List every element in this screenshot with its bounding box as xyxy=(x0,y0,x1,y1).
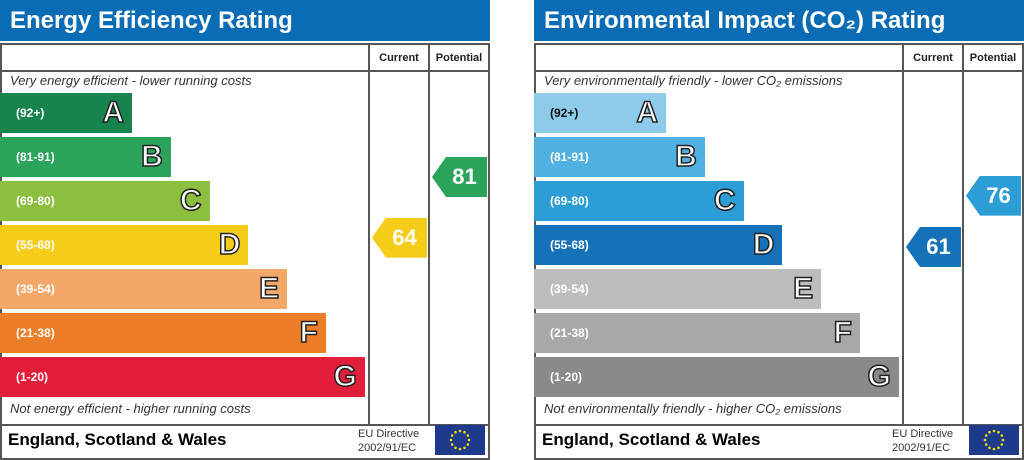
band-letter: C xyxy=(713,183,736,218)
eu-flag-icon xyxy=(435,425,485,455)
chart-title: Energy Efficiency Rating xyxy=(0,0,490,41)
directive-line: EU Directive xyxy=(892,428,954,440)
band-c: (69-80) C xyxy=(0,181,210,221)
top-note: Very environmentally friendly - lower CO… xyxy=(544,73,843,88)
region-label: England, Scotland & Wales xyxy=(8,430,227,449)
band-letter: A xyxy=(636,95,659,130)
band-b: (81-91) B xyxy=(0,137,171,177)
chart-title: Environmental Impact (CO₂) Rating xyxy=(534,0,1024,41)
band-range: (92+) xyxy=(550,106,579,120)
region-label: England, Scotland & Wales xyxy=(542,430,761,449)
divider xyxy=(902,45,904,424)
band-d: (55-68) D xyxy=(534,225,783,265)
eu-directive: EU Directive 2002/91/EC xyxy=(892,425,953,455)
band-letter: B xyxy=(140,139,163,174)
band-letter: F xyxy=(833,315,853,350)
rating-table: Current Potential xyxy=(534,43,1024,460)
top-note: Very energy efficient - lower running co… xyxy=(10,73,252,88)
column-header-potential: Potential xyxy=(435,52,483,64)
band-range: (55-68) xyxy=(16,238,55,252)
band-letter: D xyxy=(218,227,241,262)
band-a: (92+) A xyxy=(0,93,132,133)
band-range: (1-20) xyxy=(550,370,583,384)
divider xyxy=(2,424,488,426)
band-range: (21-38) xyxy=(550,326,589,340)
band-b: (81-91) B xyxy=(534,137,705,177)
band-a: (92+) A xyxy=(534,93,666,133)
eu-directive: EU Directive 2002/91/EC xyxy=(358,425,419,455)
band-g: (1-20) G xyxy=(0,357,365,397)
band-range: (39-54) xyxy=(16,282,55,296)
divider xyxy=(368,45,370,424)
divider xyxy=(428,45,430,424)
band-letter: F xyxy=(299,315,319,350)
band-e: (39-54) E xyxy=(534,269,822,309)
band-range: (81-91) xyxy=(16,150,55,164)
column-header-current: Current xyxy=(913,52,953,64)
divider xyxy=(962,45,964,424)
band-range: (69-80) xyxy=(16,194,55,208)
band-c: (69-80) C xyxy=(534,181,744,221)
band-letter: G xyxy=(867,359,892,394)
energy-efficiency-panel: Energy Efficiency Rating Current Potenti… xyxy=(0,0,490,460)
band-f: (21-38) F xyxy=(0,313,326,353)
bottom-note: Not energy efficient - higher running co… xyxy=(10,401,251,416)
band-g: (1-20) G xyxy=(534,357,899,397)
directive-line: EU Directive xyxy=(358,428,420,440)
band-letter: D xyxy=(752,227,775,262)
bottom-note: Not environmentally friendly - higher CO… xyxy=(544,401,842,416)
band-e: (39-54) E xyxy=(0,269,288,309)
band-range: (21-38) xyxy=(16,326,55,340)
divider xyxy=(2,70,488,72)
environmental-impact-panel: Environmental Impact (CO₂) Rating Curren… xyxy=(534,0,1024,460)
divider xyxy=(536,424,1022,426)
band-range: (92+) xyxy=(16,106,45,120)
band-letter: G xyxy=(333,359,358,394)
band-range: (69-80) xyxy=(550,194,589,208)
eu-flag-icon xyxy=(969,425,1019,455)
column-header-potential: Potential xyxy=(969,52,1017,64)
band-d: (55-68) D xyxy=(0,225,249,265)
band-letter: E xyxy=(792,271,814,306)
directive-line: 2002/91/EC xyxy=(892,442,951,454)
band-letter: C xyxy=(179,183,202,218)
band-letter: E xyxy=(258,271,280,306)
band-letter: B xyxy=(674,139,697,174)
band-letter: A xyxy=(102,95,125,130)
divider xyxy=(536,70,1022,72)
band-range: (1-20) xyxy=(16,370,49,384)
band-f: (21-38) F xyxy=(534,313,860,353)
band-range: (55-68) xyxy=(550,238,589,252)
directive-line: 2002/91/EC xyxy=(358,442,417,454)
band-range: (39-54) xyxy=(550,282,589,296)
band-range: (81-91) xyxy=(550,150,589,164)
column-header-current: Current xyxy=(379,52,419,64)
